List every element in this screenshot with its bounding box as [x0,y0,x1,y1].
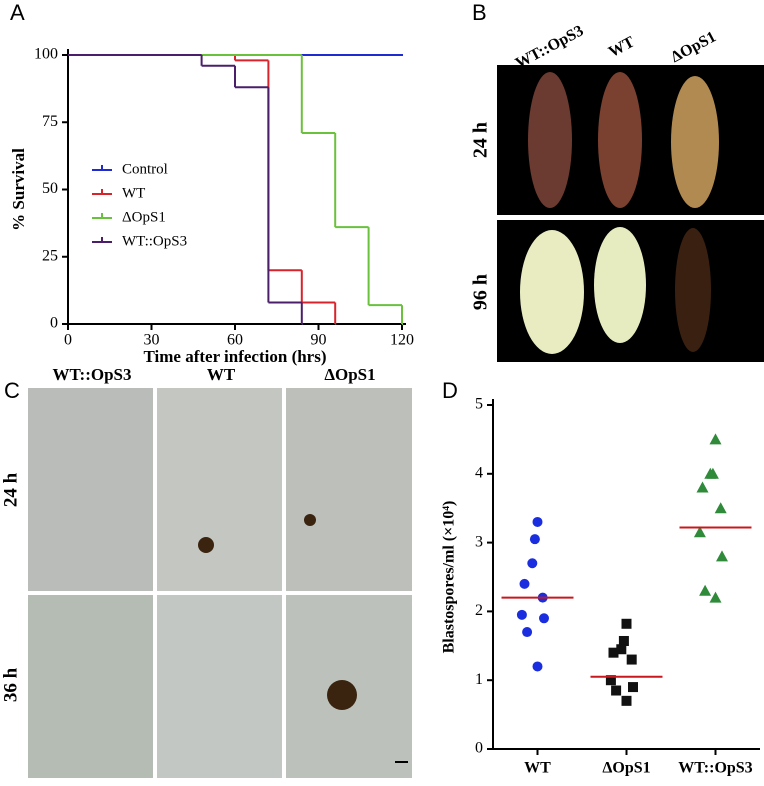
dot [628,682,638,693]
panel-label: C [4,378,20,403]
dot [532,661,543,672]
dot [532,516,543,527]
y-tick-label: 0 [475,740,483,757]
y-tick-label: 1 [475,671,483,688]
dot [626,654,637,665]
dot [709,433,722,445]
y-tick-label: 50 [42,180,58,197]
x-tick-label: 0 [64,332,72,349]
panel-label: B [472,0,487,25]
row-label: 24 h [470,122,492,158]
dot [539,613,549,624]
legend-label: WT::OpS3 [122,233,187,249]
x-tick-label: WT::OpS3 [678,760,752,777]
dot [616,644,627,655]
panel-label: A [10,0,25,25]
x-tick-label: 30 [144,332,160,349]
y-tick-label: 3 [475,533,483,550]
dot [516,609,527,620]
column-label: WT [207,365,236,384]
y-axis-label: Blastospores/ml (×10⁴) [441,501,458,654]
dot [527,558,538,569]
column-label: WT::OpS3 [52,365,131,384]
dot [699,584,712,596]
y-tick-label: 100 [34,46,58,63]
y-tick-label: 25 [42,247,58,264]
y-tick-label: 4 [475,464,483,481]
column-label: ΔOpS1 [324,365,375,384]
dot [605,675,616,686]
dot [696,481,709,493]
x-tick-label: 120 [390,332,414,349]
y-tick-label: 5 [475,396,483,413]
x-tick-label: 60 [227,332,243,349]
y-tick-label: 75 [42,113,58,130]
dot [716,550,728,562]
x-axis-label: Time after infection (hrs) [143,347,326,366]
column-label: ΔOpS1 [668,28,719,66]
y-tick-label: 2 [475,602,483,619]
dot [529,534,540,545]
x-tick-label: 90 [311,332,327,349]
dot [519,578,530,589]
dot [704,467,717,479]
y-axis-label: % Survival [9,148,28,231]
column-label: WT::OpS3 [513,22,587,72]
x-tick-label: WT [524,760,551,777]
column-label: WT [606,33,638,61]
dot [611,685,622,696]
dot [522,627,533,638]
dot [618,635,629,646]
dot [693,526,706,538]
dot [714,502,727,514]
row-label: 24 h [0,472,21,507]
row-label: 96 h [470,274,492,310]
dot [709,591,722,603]
legend-label: WT [122,185,145,201]
x-tick-label: ΔOpS1 [602,760,650,777]
larvae [520,72,719,354]
legend-label: ΔOpS1 [122,209,166,225]
row-label: 36 h [0,667,21,702]
dot [621,618,632,629]
dot [621,695,632,706]
dot [608,647,619,658]
panel-label: D [442,378,458,403]
legend-label: Control [122,161,168,177]
y-tick-label: 0 [50,315,58,332]
micrographs [28,388,412,778]
